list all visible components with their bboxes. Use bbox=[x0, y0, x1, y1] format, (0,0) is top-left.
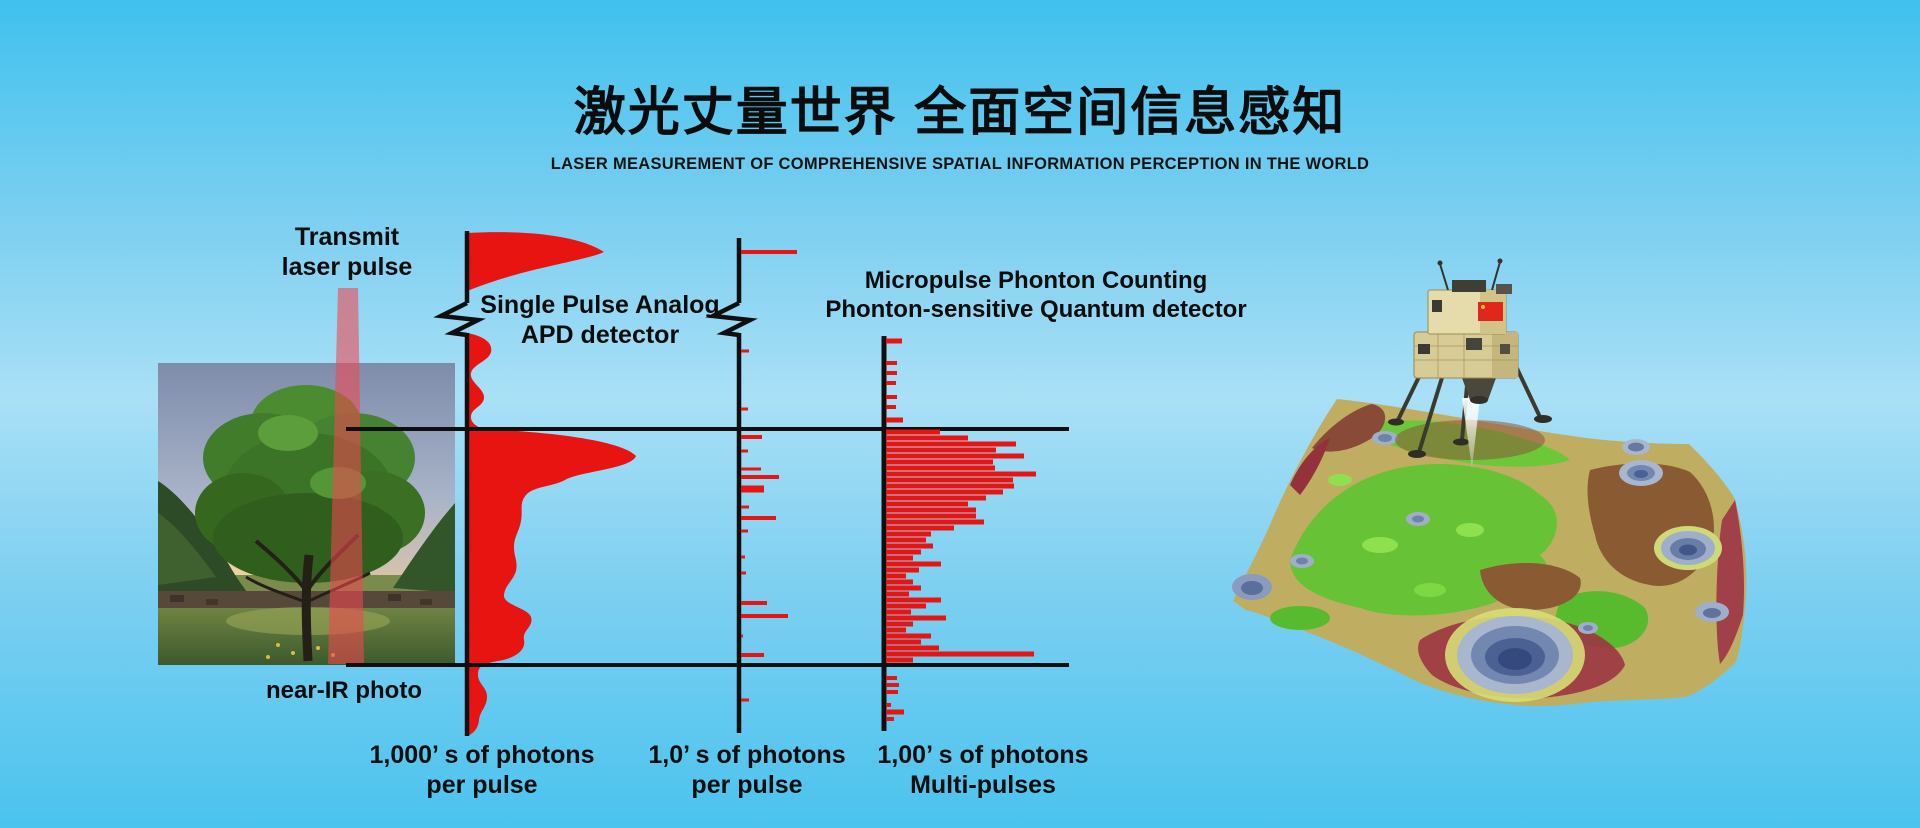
engine-nozzle bbox=[1462, 378, 1496, 400]
right-hill bbox=[393, 503, 455, 593]
altimeter-laser-beam bbox=[1462, 398, 1480, 468]
crater-large bbox=[1445, 608, 1585, 702]
axis-break-icon bbox=[705, 300, 758, 338]
axis-break-icon bbox=[433, 300, 486, 338]
terrain-model bbox=[1232, 258, 1747, 707]
laser-beam bbox=[328, 288, 364, 664]
transmit-laser-pulse-label: Transmit laser pulse bbox=[281, 223, 413, 281]
axis2-caption: 1,0’ s of photons per pulse bbox=[648, 741, 846, 799]
single-shot-photon-bars bbox=[741, 250, 797, 702]
axis1-caption: 1,000’ s of photons per pulse bbox=[369, 741, 595, 799]
return-waveform bbox=[467, 333, 636, 736]
transmit-pulse-lobe bbox=[467, 232, 604, 291]
page-title: 激光丈量世界 全面空间信息感知 bbox=[573, 84, 1347, 142]
china-flag-icon bbox=[1478, 302, 1503, 321]
near-ir-photo bbox=[158, 363, 455, 665]
apd-detector-label: Single Pulse Analog APD detector bbox=[480, 291, 720, 349]
apd-waveform bbox=[467, 232, 636, 736]
crater-medium bbox=[1654, 526, 1722, 570]
accumulated-photon-bars bbox=[886, 338, 1036, 721]
craters-small bbox=[1232, 431, 1729, 634]
axis-2 bbox=[705, 238, 758, 733]
lunar-lander bbox=[1388, 258, 1552, 468]
page-subtitle: LASER MEASUREMENT OF COMPREHENSIVE SPATI… bbox=[550, 154, 1370, 173]
axis3-caption: 1,00’ s of photons Multi-pulses bbox=[877, 741, 1089, 799]
photo-caption: near-IR photo bbox=[266, 677, 422, 704]
axis-1 bbox=[433, 231, 486, 736]
antenna bbox=[1439, 261, 1501, 291]
quantum-detector-label: Micropulse Phonton Counting Phonton-sens… bbox=[825, 267, 1247, 323]
